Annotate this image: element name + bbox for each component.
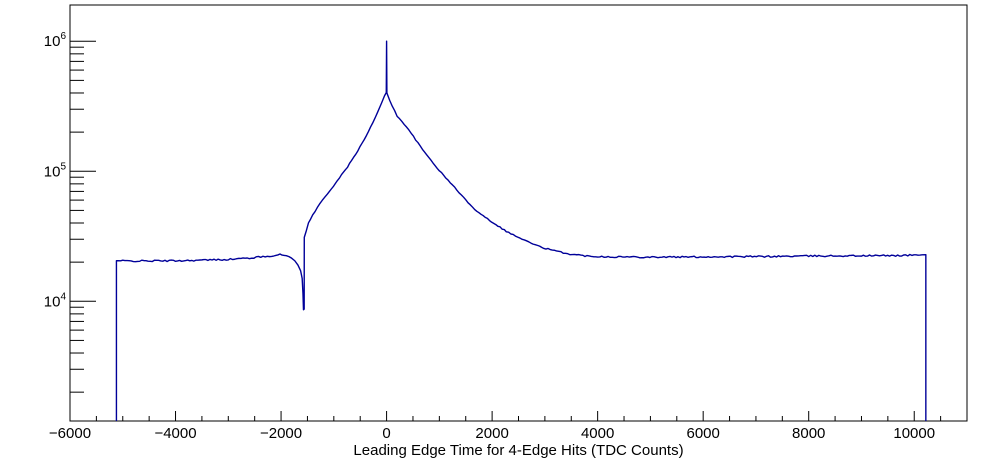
x-tick-label: 0 [382, 425, 390, 442]
x-tick-label: 6000 [686, 425, 719, 442]
plot-frame [69, 4, 968, 422]
histogram-line [115, 40, 927, 421]
y-tick-label: 104 [44, 291, 67, 310]
x-tick-label: 8000 [792, 425, 825, 442]
x-tick-label: 10000 [893, 425, 935, 442]
x-tick-label: 2000 [475, 425, 508, 442]
x-tick-label: −6000 [49, 425, 91, 442]
x-tick-label: −2000 [260, 425, 302, 442]
x-tick-label: 4000 [581, 425, 614, 442]
x-axis-title: Leading Edge Time for 4-Edge Hits (TDC C… [353, 442, 684, 459]
x-tick-label: −4000 [154, 425, 196, 442]
y-tick-label: 106 [44, 31, 67, 50]
y-tick-label: 105 [44, 161, 67, 180]
